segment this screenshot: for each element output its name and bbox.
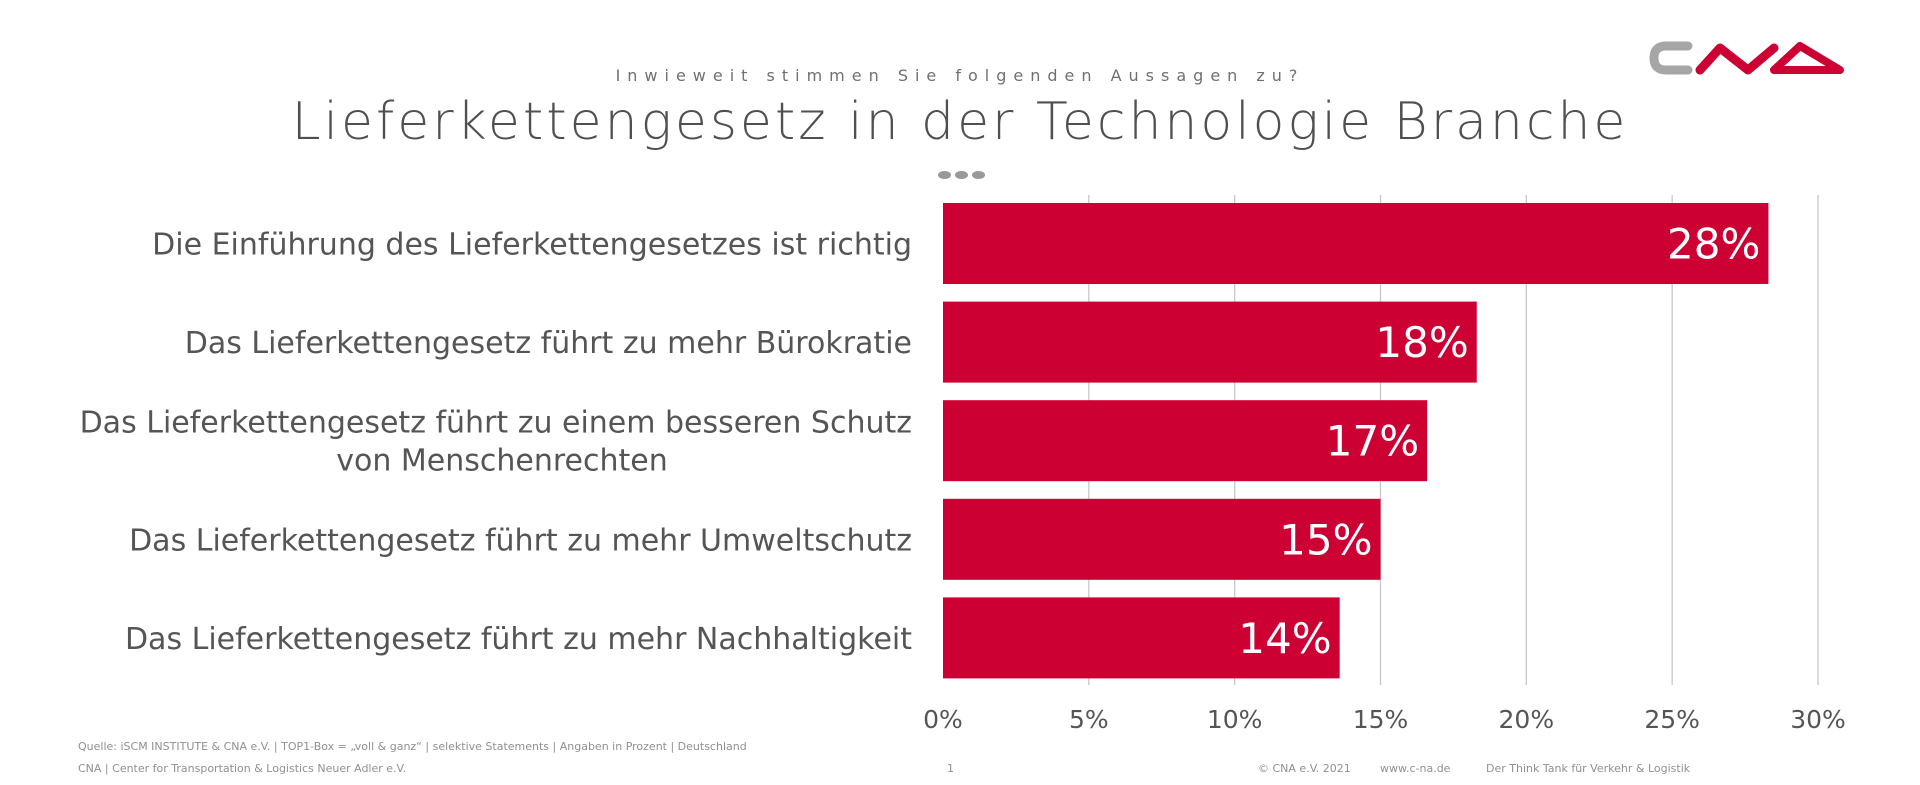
category-label: Das Lieferkettengesetz führt zu mehr Nac… bbox=[125, 622, 912, 657]
bar bbox=[943, 597, 1340, 679]
bar bbox=[943, 203, 1769, 284]
footer-website-link[interactable]: www.c-na.de bbox=[1380, 762, 1451, 775]
x-tick-label: 20% bbox=[1499, 705, 1555, 734]
bar-data-label: 15% bbox=[1279, 515, 1372, 564]
decorative-dots bbox=[938, 164, 992, 179]
bar bbox=[943, 301, 1477, 383]
category-label: Das Lieferkettengesetz führt zu einem be… bbox=[80, 406, 912, 479]
x-tick-label: 5% bbox=[1069, 705, 1109, 734]
footer-copyright: © CNA e.V. 2021 bbox=[1258, 762, 1351, 775]
dot bbox=[938, 171, 951, 179]
chart-title: Lieferkettengesetz in der Technologie Br… bbox=[291, 92, 1629, 152]
footer-org: CNA | Center for Transportation & Logist… bbox=[78, 762, 407, 775]
footer-page-number: 1 bbox=[947, 762, 954, 775]
category-label: Das Lieferkettengesetz führt zu mehr Bür… bbox=[185, 326, 912, 361]
category-label: Das Lieferkettengesetz führt zu mehr Umw… bbox=[129, 523, 912, 558]
footer-source: Quelle: iSCM INSTITUTE & CNA e.V. | TOP1… bbox=[78, 740, 747, 753]
x-tick-label: 10% bbox=[1207, 705, 1263, 734]
bar bbox=[943, 498, 1381, 580]
category-label: Die Einführung des Lieferkettengesetzes … bbox=[152, 228, 912, 263]
bar-data-label: 18% bbox=[1375, 318, 1468, 367]
x-tick-label: 15% bbox=[1353, 705, 1409, 734]
bar-data-label: 28% bbox=[1667, 220, 1760, 269]
footer-tagline: Der Think Tank für Verkehr & Logistik bbox=[1486, 762, 1691, 775]
bar-data-label: 17% bbox=[1326, 417, 1419, 466]
x-tick-label: 30% bbox=[1790, 705, 1846, 734]
cna-logo bbox=[1649, 41, 1844, 75]
bar bbox=[943, 400, 1428, 482]
dot bbox=[972, 171, 985, 179]
chart-subtitle: Inwieweit stimmen Sie folgenden Aussagen… bbox=[615, 66, 1305, 85]
x-tick-label: 0% bbox=[923, 705, 963, 734]
bar-data-label: 14% bbox=[1238, 614, 1331, 663]
dot bbox=[955, 171, 968, 179]
x-tick-label: 25% bbox=[1644, 705, 1700, 734]
